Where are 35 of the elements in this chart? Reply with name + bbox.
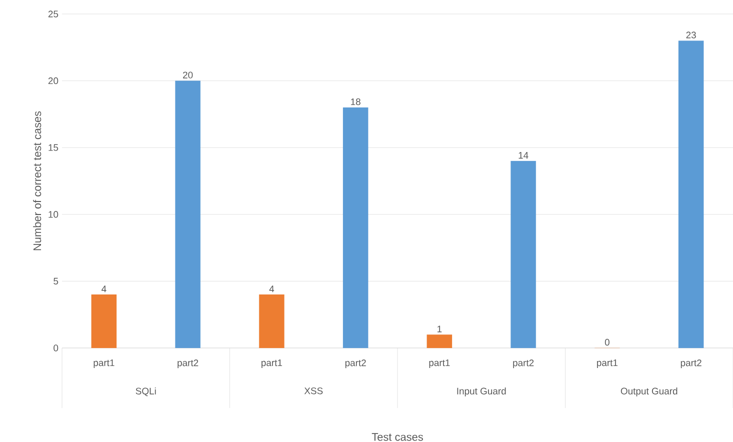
series-label: part2 [178,360,198,368]
bar [91,294,117,348]
data-label: 0 [604,338,610,346]
y-axis-title: Number of correct test cases [33,111,42,250]
x-tick-label: Input Guard [457,388,506,396]
y-tick-label: 0 [54,344,58,352]
x-axis-title: Test cases [372,433,423,441]
bar [175,80,200,348]
text: part1 [429,360,450,368]
bar [510,160,536,348]
bar [426,334,452,348]
data-label: 20 [183,72,193,78]
data-label: 4 [269,286,274,292]
y-tick-label: 5 [54,278,58,284]
text: part2 [680,360,702,368]
series-label: part1 [94,360,114,368]
data-label: 18 [351,98,360,106]
data-label: 23 [686,32,696,38]
text: part2 [513,360,534,368]
y-tick-label: 15 [48,144,58,151]
text: part1 [597,360,618,368]
bar [259,294,284,348]
data-label: 14 [518,152,528,159]
text: part1 [262,360,282,368]
x-tick-label: SQLi [136,388,156,396]
y-tick-label: 25 [48,10,58,18]
data-label: 4 [102,286,106,292]
data-label: 1 [438,326,442,332]
bar [342,107,368,348]
x-tick-label: XSS [304,388,323,394]
x-tick-label: Output Guard [620,388,678,396]
text: part2 [345,360,366,368]
y-tick-label: 10 [48,211,58,218]
y-tick-label: 20 [48,77,58,84]
bar [678,40,704,348]
